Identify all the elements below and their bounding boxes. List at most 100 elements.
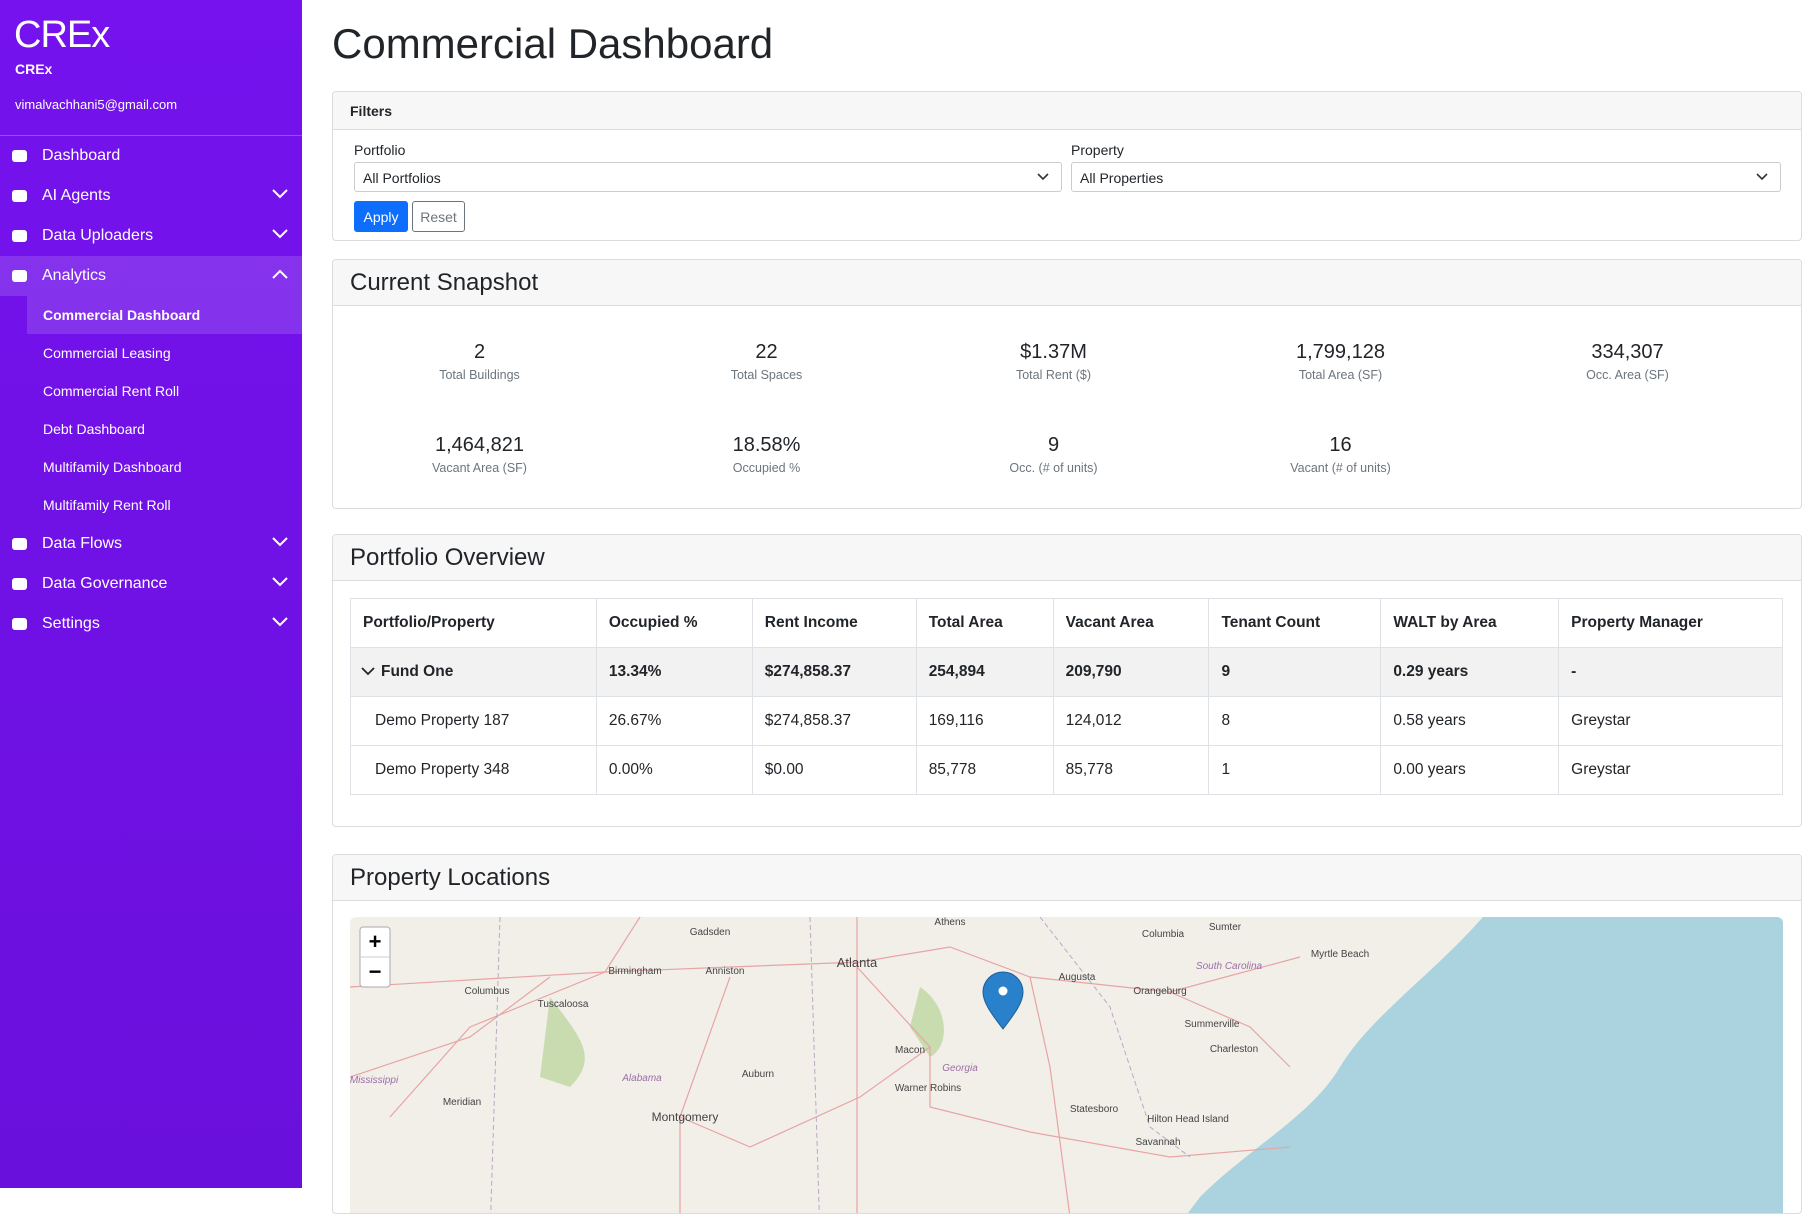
page-title: Commercial Dashboard: [332, 20, 774, 67]
property-select[interactable]: All Properties: [1071, 162, 1781, 192]
metric-value: $1.37M: [1020, 341, 1087, 363]
column-header: WALT by Area: [1380, 598, 1560, 648]
caret: [1756, 173, 1768, 181]
cell: 0.00 years: [1380, 745, 1560, 795]
metric: 16 Vacant (# of units): [1197, 434, 1484, 475]
map-label: Columbia: [1142, 929, 1185, 940]
sidebar: CREx CREx vimalvachhani5@gmail.com Dashb…: [0, 0, 302, 1188]
cell: 13.34%: [595, 647, 753, 697]
nav-subitem[interactable]: Multifamily Rent Roll: [43, 497, 171, 513]
reset-button[interactable]: Reset: [412, 201, 465, 232]
nav-item[interactable]: Settings: [0, 604, 302, 644]
label: Property: [1071, 142, 1124, 158]
nav-item[interactable]: Dashboard: [0, 136, 302, 176]
chevron: [272, 189, 288, 199]
map-label: Warner Robins: [895, 1083, 961, 1094]
cell-text: 124,012: [1065, 712, 1122, 729]
column-header: Tenant Count: [1208, 598, 1382, 648]
nav-subitem[interactable]: Multifamily Dashboard: [43, 459, 182, 475]
cell-text: 26.67%: [608, 712, 662, 729]
chevron-line: [272, 189, 288, 199]
icon-shape: [12, 538, 27, 550]
cell: 9: [1208, 647, 1382, 697]
map-label: Charleston: [1210, 1044, 1258, 1055]
cell-text: 85,778: [928, 761, 977, 778]
property-marker[interactable]: [982, 971, 1024, 1030]
map-label: Columbus: [464, 986, 509, 997]
metric: 1,799,128 Total Area (SF): [1197, 341, 1484, 382]
cell: 209,790: [1052, 647, 1210, 697]
metric: 1,464,821 Vacant Area (SF): [336, 434, 623, 475]
nav-subitem[interactable]: Commercial Leasing: [43, 345, 171, 361]
cell-text: $0.00: [764, 761, 804, 778]
metric-label: Vacant (# of units): [1290, 461, 1391, 475]
nav-item[interactable]: Data Governance: [0, 564, 302, 604]
overview-card: Portfolio Overview Portfolio/Property Occ…: [332, 534, 1802, 827]
nav-item[interactable]: Data Flows: [0, 524, 302, 564]
nav-icon: [12, 538, 27, 550]
expand-toggle[interactable]: [361, 667, 375, 676]
cell: 0.29 years: [1380, 647, 1560, 697]
zoom-out[interactable]: −: [369, 959, 382, 984]
cell-text: 13.34%: [608, 663, 662, 680]
chevron-line: [272, 537, 288, 547]
nav-icon: [12, 190, 27, 202]
label: Portfolio: [354, 142, 406, 158]
apply-button[interactable]: Apply: [354, 201, 408, 232]
cell: $274,858.37: [751, 647, 917, 697]
ocean: [1188, 917, 1783, 1213]
table-body: Fund One 13.34% $274,858.37 254,894 209,790 9…: [350, 647, 1783, 795]
cell: $274,858.37: [751, 696, 917, 746]
nav-icon: [12, 270, 27, 282]
map-label: Georgia: [942, 1063, 978, 1074]
portfolio-select[interactable]: All Portfolios: [354, 162, 1062, 192]
metric-label: Occupied %: [732, 461, 801, 475]
column-header: Total Area: [915, 598, 1054, 648]
column-header: Property Manager: [1558, 598, 1783, 648]
nav-subitem[interactable]: Commercial Rent Roll: [43, 383, 180, 399]
card-title: Filters: [333, 92, 1801, 130]
map-label: Gadsden: [690, 927, 731, 938]
property-row: Demo Property 348 0.00% $0.00 85,778 85,778 1…: [350, 745, 1783, 795]
divider: [0, 135, 302, 136]
map[interactable]: Atlanta Athens Augusta Columbia Sumter Gadsde…: [350, 917, 1783, 1214]
metric: 2 Total Buildings: [336, 341, 623, 382]
map-label: Statesboro: [1070, 1104, 1119, 1115]
metric-label: Total Area (SF): [1298, 368, 1383, 382]
map-label: Atlanta: [837, 955, 878, 970]
org-name: CREx: [15, 61, 53, 77]
cell: 26.67%: [595, 696, 753, 746]
cell: Fund One: [350, 647, 597, 697]
cell-text: 0.58 years: [1393, 712, 1466, 729]
cell: 85,778: [915, 745, 1054, 795]
cell-text: 0.00%: [608, 761, 653, 778]
column-header: Rent Income: [751, 598, 917, 648]
map-label: Augusta: [1059, 972, 1096, 983]
chevron: [272, 229, 288, 239]
nav-item[interactable]: Data Uploaders: [0, 216, 302, 256]
zoom-in[interactable]: +: [369, 929, 382, 954]
chevron-line: [272, 617, 288, 627]
card-title: Portfolio Overview: [333, 535, 1801, 581]
cell-text: 8: [1221, 712, 1231, 729]
brand-logo: CREx: [14, 14, 110, 56]
cell-text: Greystar: [1571, 712, 1631, 729]
nav-subitem[interactable]: Commercial Dashboard: [27, 296, 302, 334]
nav-item[interactable]: AI Agents: [0, 176, 302, 216]
column-header: Vacant Area: [1052, 598, 1210, 648]
nav-subitem[interactable]: Debt Dashboard: [43, 421, 145, 437]
chevron: [272, 269, 288, 279]
nav-icon: [12, 618, 27, 630]
map-label: Alabama: [621, 1073, 662, 1084]
map-labels: Atlanta Athens Augusta Columbia Sumter Gadsde…: [350, 917, 1369, 1148]
nav: Dashboard AI Agents Data Uploaders Analytic…: [0, 136, 302, 644]
roads: [350, 917, 1301, 1213]
metric-value: 22: [755, 341, 778, 363]
cell-text: $274,858.37: [764, 663, 851, 680]
cell-text: -: [1571, 663, 1577, 680]
icon-shape: [12, 150, 27, 162]
map-label: Tuscaloosa: [538, 999, 589, 1010]
nav-item[interactable]: Analytics: [0, 256, 302, 296]
nav-label: Dashboard: [42, 147, 121, 164]
